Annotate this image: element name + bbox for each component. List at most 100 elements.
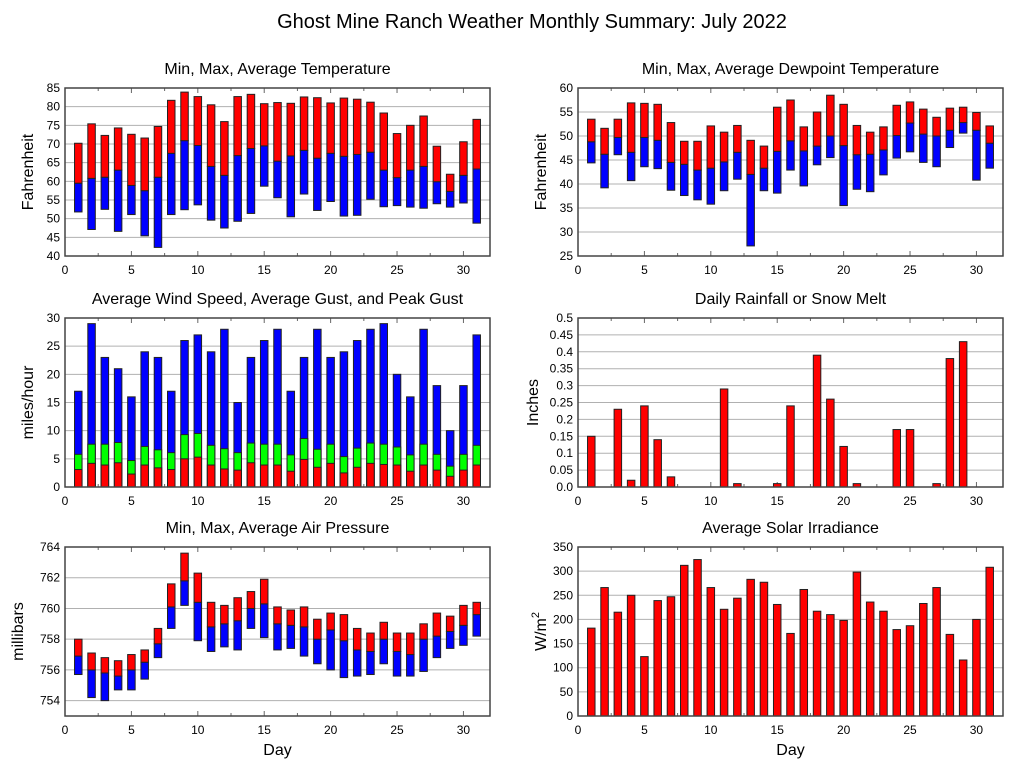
solar-bar-day-28 [945,633,955,717]
x-tick-label: 5 [641,494,648,508]
x-tick-label: 0 [575,263,582,277]
dewpoint-bar-min-avg-day-3 [613,136,623,156]
rainfall-bar-day-28 [945,358,955,488]
temperature-bar-min-avg-day-31 [472,168,481,224]
x-tick-label: 25 [390,723,404,737]
wind-bar-average-wind-speed-day-3 [100,464,110,488]
x-tick-label: 15 [258,263,272,277]
x-tick-label: 20 [837,263,851,277]
temperature-bar-min-avg-day-30 [459,174,468,204]
dewpoint-bar-min-avg-day-12 [733,151,742,180]
temperature-bar-avg-max-day-10 [193,96,203,146]
wind-bar-average-wind-speed-day-1 [74,469,83,488]
dewpoint-title: Min, Max, Average Dewpoint Temperature [642,61,939,78]
rainfall-bar-day-25 [905,429,915,488]
pressure-bar-avg-max-day-30 [459,604,468,626]
dewpoint-bar-avg-max-day-24 [892,104,901,137]
temperature-bar-min-avg-day-15 [259,145,269,187]
solar-bar-day-17 [799,588,809,717]
dewpoint-bar-avg-max-day-15 [772,106,782,152]
y-tick-label: 30 [47,311,61,325]
pressure-bar-avg-max-day-14 [246,591,256,609]
wind-bar-average-wind-speed-day-20 [326,462,335,488]
dewpoint-bar-avg-max-day-30 [972,111,981,131]
pressure-bar-min-avg-day-17 [286,624,296,649]
solar-bar-day-30 [972,618,981,717]
wind-bar-average-wind-speed-day-23 [366,462,375,488]
temperature-bar-min-avg-day-7 [153,176,163,248]
solar-bar-day-22 [865,601,875,717]
rainfall-bar-day-20 [839,445,848,488]
wind-bar-average-wind-speed-day-2 [87,462,96,488]
x-tick-label: 15 [258,494,272,508]
solar-bar-day-8 [680,564,689,717]
dewpoint-bar-avg-max-day-18 [812,111,822,147]
solar-bar-day-29 [958,659,968,717]
y-tick-label: 40 [560,177,574,191]
y-axis-label-text: W/m [533,618,550,651]
dewpoint-y-axis-label: Fahrenheit [533,133,550,210]
temperature-bar-avg-max-day-25 [392,133,402,179]
pressure-bar-min-avg-day-20 [326,629,335,671]
pressure-bar-avg-max-day-2 [87,652,96,671]
wind-bar-average-wind-speed-day-10 [193,456,203,488]
temperature-bar-avg-max-day-5 [127,133,136,186]
temperature-bar-avg-max-day-30 [459,141,468,176]
wind-bar-average-wind-speed-day-27 [419,464,428,488]
temperature-bar-min-avg-day-16 [273,160,282,199]
y-tick-label: 150 [553,637,573,651]
solar-bar-day-7 [666,596,676,717]
temperature-bar-avg-max-day-11 [206,104,216,167]
dewpoint-chart: Min, Max, Average Dewpoint Temperature 25… [533,61,1004,277]
temperature-bar-min-avg-day-1 [74,182,83,213]
rainfall-bar-day-29 [958,341,968,488]
pressure-bar-avg-max-day-19 [313,618,322,640]
wind-bar-average-wind-speed-day-21 [339,472,349,488]
x-tick-label: 20 [324,494,338,508]
x-tick-label: 15 [771,494,785,508]
wind-bar-average-wind-speed-day-17 [286,470,296,488]
temperature-bar-avg-max-day-6 [140,137,149,192]
pressure-bar-min-avg-day-1 [74,655,83,676]
dewpoint-bar-avg-max-day-6 [653,103,662,141]
wind-bars [74,323,481,488]
pressure-bar-min-avg-day-10 [193,601,203,642]
temperature-bar-min-avg-day-24 [379,169,388,208]
pressure-bar-min-avg-day-27 [419,638,428,672]
dewpoint-bar-avg-max-day-25 [905,101,915,124]
y-tick-label: 45 [560,153,574,167]
pressure-bar-avg-max-day-22 [352,627,362,651]
pressure-bar-avg-max-day-4 [113,660,123,677]
y-tick-label: 100 [553,661,573,675]
temperature-bar-min-avg-day-22 [352,153,362,216]
wind-bar-average-wind-speed-day-9 [180,458,189,488]
y-tick-label: 0.5 [556,311,573,325]
temperature-bar-avg-max-day-28 [432,145,442,183]
dewpoint-bar-min-avg-day-24 [892,135,901,159]
pressure-bar-avg-max-day-29 [445,615,455,632]
temperature-bar-avg-max-day-15 [259,103,269,147]
pressure-bar-avg-max-day-23 [366,632,375,652]
dewpoint-bar-avg-max-day-8 [680,140,689,165]
pressure-bar-avg-max-day-21 [339,614,349,642]
dewpoint-bar-avg-max-day-14 [759,145,769,169]
dewpoint-bar-avg-max-day-1 [587,118,596,143]
temperature-bar-min-avg-day-29 [445,190,455,208]
pressure-bar-min-avg-day-12 [220,623,229,648]
solar-bar-day-12 [733,597,742,717]
y-tick-label: 5 [53,452,60,466]
pressure-bar-min-avg-day-6 [140,661,149,680]
solar-plot-frame [577,546,1004,717]
rainfall-bar-day-19 [826,398,835,488]
temperature-bar-avg-max-day-8 [167,99,176,154]
wind-bar-average-wind-speed-day-6 [140,464,149,488]
wind-bar-average-wind-speed-day-22 [352,466,362,488]
wind-bar-average-wind-speed-day-12 [220,468,229,488]
x-tick-label: 5 [128,723,135,737]
temperature-bar-avg-max-day-9 [180,91,189,142]
temperature-bar-avg-max-day-16 [273,102,282,162]
pressure-bar-avg-max-day-10 [193,572,203,603]
solar-bar-day-14 [759,581,769,717]
temperature-bar-min-avg-day-3 [100,176,110,210]
x-tick-label: 30 [970,494,984,508]
